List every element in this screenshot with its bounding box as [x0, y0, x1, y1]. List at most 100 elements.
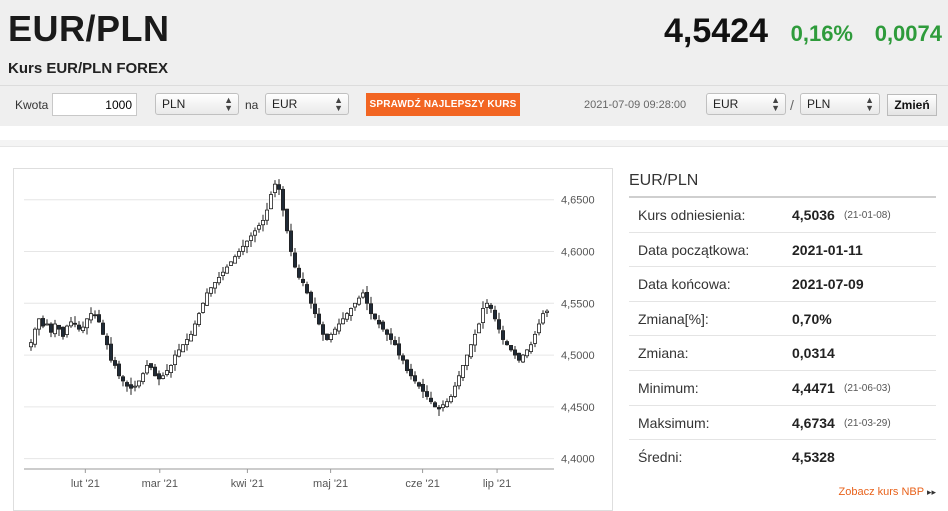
- candle-body: [268, 194, 273, 210]
- candle-body: [344, 313, 349, 320]
- stat-date: (21-03-29): [844, 417, 891, 429]
- candle-body: [152, 366, 157, 377]
- stat-label: Zmiana[%]:: [638, 310, 709, 327]
- candle-body: [312, 303, 317, 315]
- candle-body: [85, 318, 90, 329]
- candle-body: [176, 349, 181, 357]
- candle-body: [392, 340, 397, 346]
- candle-body: [141, 373, 146, 382]
- candle-body: [300, 278, 305, 283]
- stat-row-end-date: Data końcowa: 2021-07-09: [629, 267, 936, 302]
- candle-body: [484, 302, 489, 308]
- y-tick-label: 4,4000: [561, 454, 595, 466]
- quote-currency-select[interactable]: PLN ▲ ▼: [800, 93, 880, 115]
- candle-body: [200, 302, 205, 313]
- x-tick-label: maj '21: [313, 478, 348, 490]
- stats-divider: [629, 196, 936, 198]
- candle-body: [164, 370, 169, 375]
- stat-date: (21-06-03): [844, 382, 891, 394]
- candle-body: [376, 319, 381, 325]
- candle-body: [533, 333, 538, 344]
- stat-label: Data końcowa:: [638, 276, 731, 293]
- from-currency-value: PLN: [162, 97, 186, 111]
- stat-row-average: Średni: 4,5328: [629, 440, 936, 475]
- candle-body: [488, 304, 493, 309]
- candle-body: [316, 313, 321, 325]
- candle-body: [304, 284, 309, 294]
- y-tick-label: 4,6500: [561, 195, 595, 207]
- candle-body: [436, 407, 441, 410]
- chart-canvas: 4,4000 4,4500 4,5000 4,5500 4,6000 4,6500 lut …: [24, 179, 595, 490]
- stat-row-minimum: Minimum: 4,4471 (21-06-03): [629, 371, 936, 406]
- stat-row-start-date: Data początkowa: 2021-01-11: [629, 233, 936, 268]
- candle-body: [137, 380, 142, 387]
- from-currency-select[interactable]: PLN ▲ ▼: [155, 93, 239, 115]
- candle-body: [224, 266, 229, 274]
- candle-body: [324, 333, 329, 340]
- candle-body: [125, 382, 130, 387]
- select-arrows-icon: ▲ ▼: [334, 95, 343, 113]
- candle-body: [204, 292, 209, 306]
- candle-body: [240, 245, 245, 252]
- candle-body: [460, 365, 465, 378]
- nbp-rate-link[interactable]: Zobacz kurs NBP ▸▸: [839, 486, 937, 498]
- nbp-link-label: Zobacz kurs NBP: [838, 486, 924, 498]
- divider: [0, 85, 948, 86]
- candle-body: [356, 297, 361, 305]
- candle-body: [172, 354, 177, 366]
- stats-title: EUR/PLN: [629, 172, 699, 189]
- candle-body: [448, 396, 453, 403]
- candle-body: [32, 328, 37, 345]
- stat-label: Maksimum:: [638, 414, 710, 431]
- price-chart: 4,4000 4,4500 4,5000 4,5500 4,6000 4,6500 lut …: [13, 168, 613, 511]
- y-tick-label: 4,6000: [561, 247, 595, 259]
- candle-body: [340, 318, 345, 325]
- stat-row-reference: Kurs odniesienia: 4,5036 (21-01-08): [629, 198, 936, 233]
- to-currency-select[interactable]: EUR ▲ ▼: [265, 93, 349, 115]
- candle-body: [464, 354, 469, 367]
- candle-body: [109, 343, 114, 361]
- candle-body: [256, 225, 261, 230]
- stat-label: Kurs odniesienia:: [638, 207, 746, 223]
- stat-label: Zmiana:: [638, 345, 689, 362]
- stat-row-change: Zmiana: 0,0314: [629, 336, 936, 371]
- candle-body: [284, 208, 289, 232]
- candle-body: [396, 343, 401, 356]
- candle-body: [216, 276, 221, 284]
- candle-body: [196, 313, 201, 325]
- candle-body: [520, 354, 525, 363]
- candle-body: [65, 325, 70, 335]
- candle-body: [516, 352, 521, 361]
- base-currency-value: EUR: [713, 97, 739, 111]
- candle-body: [512, 349, 517, 356]
- candle-body: [49, 323, 54, 333]
- candle-body: [208, 287, 213, 294]
- candle-body: [57, 324, 62, 330]
- candle-body: [77, 324, 82, 330]
- candle-body: [144, 365, 149, 374]
- candle-body: [296, 267, 301, 278]
- candle-body: [156, 373, 161, 380]
- candle-body: [452, 385, 457, 397]
- candle-body: [121, 376, 126, 382]
- select-arrows-icon: ▲ ▼: [771, 95, 780, 113]
- check-best-rate-button[interactable]: SPRAWDŹ NAJLEPSZY KURS: [366, 93, 520, 116]
- candle-body: [504, 341, 509, 346]
- candle-body: [36, 318, 41, 330]
- stat-value: 2021-01-11: [792, 241, 863, 258]
- select-arrows-icon: ▲ ▼: [865, 95, 874, 113]
- candle-body: [541, 313, 546, 324]
- candle-body: [53, 323, 58, 335]
- candle-body: [260, 220, 265, 226]
- base-currency-select[interactable]: EUR ▲ ▼: [706, 93, 786, 115]
- stats-table: Kurs odniesienia: 4,5036 (21-01-08) Data…: [629, 198, 936, 475]
- candle-body: [524, 349, 529, 357]
- stat-label: Data początkowa:: [638, 241, 750, 258]
- stat-value: 0,70%: [792, 310, 832, 327]
- x-tick-label: lut '21: [71, 478, 100, 490]
- candle-body: [133, 385, 138, 388]
- amount-input[interactable]: [52, 93, 137, 116]
- change-pair-button[interactable]: Zmień: [887, 94, 937, 116]
- candle-body: [168, 365, 173, 373]
- candle-body: [228, 261, 233, 266]
